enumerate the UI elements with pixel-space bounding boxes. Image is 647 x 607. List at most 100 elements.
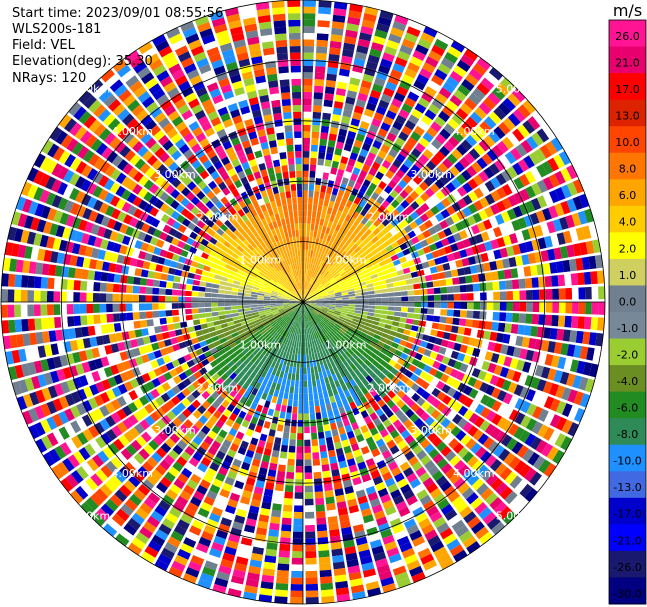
velocity-gate xyxy=(400,199,410,209)
velocity-gate xyxy=(229,342,237,349)
velocity-gate xyxy=(23,215,34,229)
velocity-gate xyxy=(291,340,295,347)
velocity-gate xyxy=(479,196,490,208)
velocity-gate xyxy=(332,336,339,343)
velocity-gate xyxy=(69,340,79,352)
velocity-gate xyxy=(281,517,292,525)
velocity-gate xyxy=(462,194,473,206)
velocity-gate xyxy=(224,546,237,556)
velocity-gate xyxy=(89,336,98,348)
velocity-gate xyxy=(377,275,386,281)
velocity-gate xyxy=(106,354,116,365)
velocity-gate xyxy=(566,373,576,387)
velocity-gate xyxy=(329,236,336,244)
velocity-gate xyxy=(395,204,405,214)
velocity-gate xyxy=(546,446,559,461)
velocity-gate xyxy=(330,194,337,202)
velocity-gate xyxy=(147,492,161,504)
velocity-gate xyxy=(143,444,155,456)
velocity-gate xyxy=(310,319,314,327)
velocity-gate xyxy=(434,294,441,301)
velocity-gate xyxy=(294,313,298,320)
velocity-gate xyxy=(303,229,307,237)
velocity-gate xyxy=(536,179,548,193)
velocity-gate xyxy=(416,386,426,396)
velocity-gate xyxy=(258,514,270,523)
velocity-gate xyxy=(263,304,271,307)
velocity-gate xyxy=(364,248,372,256)
velocity-gate xyxy=(436,522,450,534)
velocity-gate xyxy=(72,351,82,364)
velocity-gate xyxy=(50,251,59,263)
velocity-gate xyxy=(156,164,168,175)
velocity-gate xyxy=(119,371,130,383)
velocity-gate xyxy=(321,595,335,604)
velocity-gate xyxy=(210,195,220,205)
velocity-gate xyxy=(414,103,427,114)
velocity-gate xyxy=(334,342,341,350)
velocity-gate xyxy=(51,163,63,177)
velocity-gate xyxy=(172,282,180,289)
velocity-gate xyxy=(503,356,513,367)
velocity-gate xyxy=(138,448,150,460)
velocity-gate xyxy=(82,428,94,442)
velocity-gate xyxy=(413,257,422,265)
velocity-gate xyxy=(435,475,448,487)
velocity-gate xyxy=(506,208,517,221)
velocity-gate xyxy=(109,182,121,194)
velocity-gate xyxy=(193,274,202,281)
velocity-gate xyxy=(548,189,560,204)
velocity-gate xyxy=(121,113,135,126)
velocity-gate xyxy=(412,444,423,455)
velocity-gate xyxy=(367,266,375,273)
velocity-gate xyxy=(112,313,121,322)
velocity-gate xyxy=(331,316,339,322)
velocity-gate xyxy=(408,456,419,467)
velocity-gate xyxy=(92,454,105,468)
velocity-gate xyxy=(191,519,205,530)
velocity-gate xyxy=(296,327,299,335)
velocity-gate xyxy=(407,302,415,307)
velocity-gate xyxy=(234,276,242,282)
velocity-gate xyxy=(351,145,361,155)
velocity-gate xyxy=(119,303,126,312)
velocity-gate xyxy=(320,132,329,140)
velocity-gate xyxy=(314,85,324,93)
velocity-gate xyxy=(235,338,243,345)
velocity-gate xyxy=(231,252,239,260)
velocity-gate xyxy=(463,266,472,275)
velocity-gate xyxy=(257,473,267,482)
velocity-gate xyxy=(316,302,323,304)
velocity-gate xyxy=(273,312,280,317)
velocity-gate xyxy=(417,326,426,334)
velocity-gate xyxy=(88,210,99,223)
velocity-gate xyxy=(329,267,336,274)
velocity-gate xyxy=(58,426,70,440)
velocity-gate xyxy=(255,333,263,340)
velocity-gate xyxy=(99,418,111,431)
velocity-gate xyxy=(319,191,326,200)
velocity-gate xyxy=(85,372,95,385)
velocity-gate xyxy=(311,287,317,293)
velocity-gate xyxy=(439,279,447,287)
velocity-gate xyxy=(296,340,299,348)
velocity-gate xyxy=(357,38,371,48)
velocity-gate xyxy=(334,289,341,294)
velocity-gate xyxy=(213,258,221,265)
velocity-gate xyxy=(366,130,377,140)
velocity-gate xyxy=(547,248,556,261)
velocity-gate xyxy=(578,376,589,391)
velocity-gate xyxy=(56,252,65,264)
velocity-gate xyxy=(258,398,266,407)
velocity-gate xyxy=(327,389,334,397)
velocity-gate xyxy=(98,108,111,122)
velocity-gate xyxy=(220,390,229,399)
velocity-gate xyxy=(389,227,398,236)
velocity-gate xyxy=(93,282,101,292)
velocity-gate xyxy=(343,102,354,112)
velocity-gate xyxy=(301,308,303,316)
velocity-gate xyxy=(203,524,216,535)
velocity-gate xyxy=(87,196,98,209)
velocity-gate xyxy=(254,246,262,254)
velocity-gate xyxy=(256,527,268,536)
